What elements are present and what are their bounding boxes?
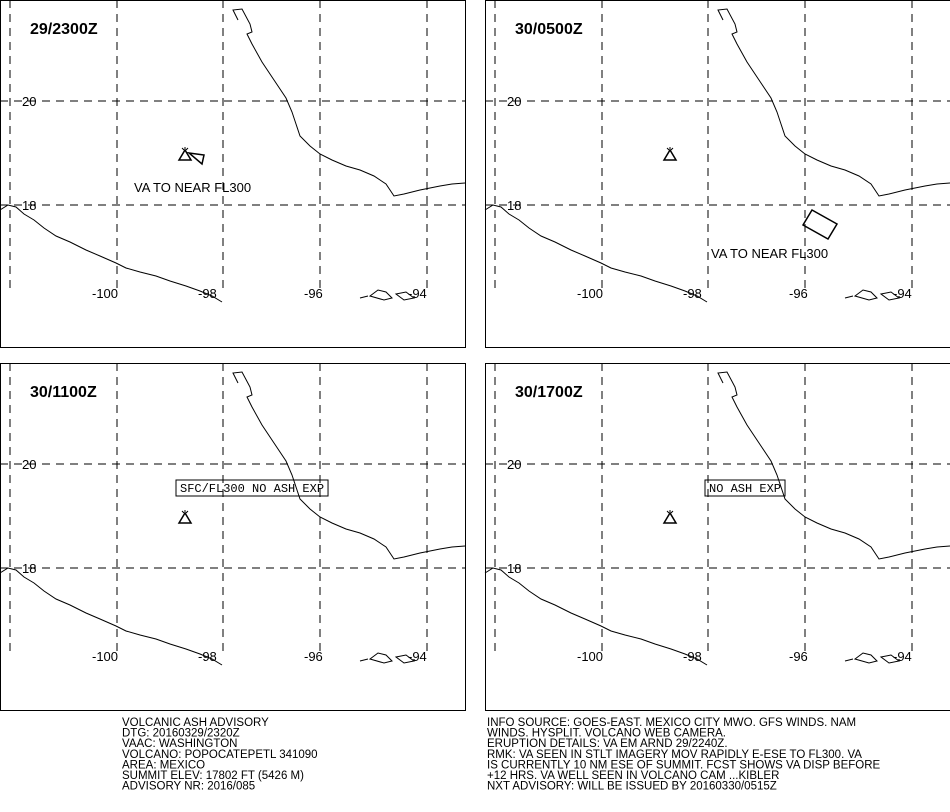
panel-frame — [485, 0, 950, 348]
advisory-line: INFO SOURCE: GOES-EAST. MEXICO CITY MWO.… — [487, 717, 856, 729]
annotation-box — [175, 479, 329, 497]
advisory-line: ERUPTION DETAILS: VA EM ARND 29/2240Z. — [487, 738, 728, 750]
ash-area — [186, 151, 205, 166]
advisory-line: VOLCANO: POPOCATEPETL 341090 — [122, 749, 318, 761]
annotation: VA TO NEAR FL300 — [134, 180, 251, 195]
lat-label: 20 — [507, 94, 521, 109]
lat-label: 18 — [22, 561, 36, 576]
valid-time: 30/0500Z — [515, 21, 583, 38]
lon-label: -96 — [789, 286, 808, 301]
advisory-line: AREA: MEXICO — [122, 759, 205, 771]
lon-label: -96 — [789, 649, 808, 664]
valid-time: 29/2300Z — [30, 21, 98, 38]
advisory-line: WINDS. HYSPLIT. VOLCANO WEB CAMERA. — [487, 728, 726, 740]
lat-label: 18 — [507, 198, 521, 213]
advisory-line: ADVISORY NR: 2016/085 — [122, 781, 255, 793]
advisory-line: RMK: VA SEEN IN STLT IMAGERY MOV RAPIDLY… — [487, 749, 862, 761]
advisory-line: VOLCANIC ASH ADVISORY — [122, 717, 269, 729]
lon-label: -98 — [683, 649, 702, 664]
advisory-line: +12 HRS. VA WELL SEEN IN VOLCANO CAM ...… — [487, 770, 779, 782]
ash-area — [801, 208, 839, 241]
lon-label: -94 — [893, 649, 912, 664]
coastline — [0, 8, 466, 303]
lon-label: -100 — [577, 286, 603, 301]
valid-time: 30/1100Z — [30, 384, 97, 401]
advisory-line: NXT ADVISORY: WILL BE ISSUED BY 20160330… — [487, 781, 777, 793]
annotation: VA TO NEAR FL300 — [711, 246, 828, 261]
annotation: SFC/FL300 NO ASH EXP — [180, 482, 324, 496]
advisory-line: DTG: 20160329/2320Z — [122, 728, 240, 740]
annotation: NO ASH EXP — [709, 482, 781, 496]
volcano-icon — [178, 509, 192, 524]
lon-label: -100 — [92, 286, 118, 301]
annotation-box — [704, 479, 786, 497]
map-panel: 20 18 -100 -98 -96 -94 30/1100Z SFC/FL300 NO AS… — [0, 363, 466, 711]
map-panel: 20 18 -100 -98 -96 -94 30/1700Z NO ASH EXP — [484, 363, 950, 711]
advisory-line: VAAC: WASHINGTON — [122, 738, 237, 750]
coastline — [484, 371, 950, 666]
lon-label: -94 — [893, 286, 912, 301]
lon-label: -94 — [408, 649, 427, 664]
valid-time: 30/1700Z — [515, 384, 583, 401]
lon-label: -98 — [198, 649, 217, 664]
panel-frame — [0, 0, 466, 348]
lat-label: 20 — [507, 457, 521, 472]
volcano-icon — [663, 509, 677, 524]
panel-frame — [0, 363, 466, 711]
map-panel: 20 18 -100 -98 -96 -94 30/0500Z VA TO NEAR FL30… — [484, 0, 950, 348]
lon-label: -96 — [304, 649, 323, 664]
advisory-line: SUMMIT ELEV: 17802 FT (5426 M) — [122, 770, 304, 782]
panels: 20 18 -100 -98 -96 -94 29/2300Z VA TO NEAR FL30… — [0, 0, 950, 711]
lon-label: -94 — [408, 286, 427, 301]
lat-label: 18 — [507, 561, 521, 576]
lon-label: -98 — [683, 286, 702, 301]
lon-label: -96 — [304, 286, 323, 301]
lon-label: -100 — [577, 649, 603, 664]
coastline — [0, 371, 466, 666]
volcano-icon — [663, 146, 677, 161]
lon-label: -100 — [92, 649, 118, 664]
panel-frame — [485, 363, 950, 711]
lat-label: 20 — [22, 94, 36, 109]
map-panel: 20 18 -100 -98 -96 -94 29/2300Z VA TO NEAR FL30… — [0, 0, 466, 348]
advisory-line: IS CURRENTLY 10 NM ESE OF SUMMIT. FCST S… — [487, 759, 881, 771]
lon-label: -98 — [198, 286, 217, 301]
lat-label: 20 — [22, 457, 36, 472]
lat-label: 18 — [22, 198, 36, 213]
